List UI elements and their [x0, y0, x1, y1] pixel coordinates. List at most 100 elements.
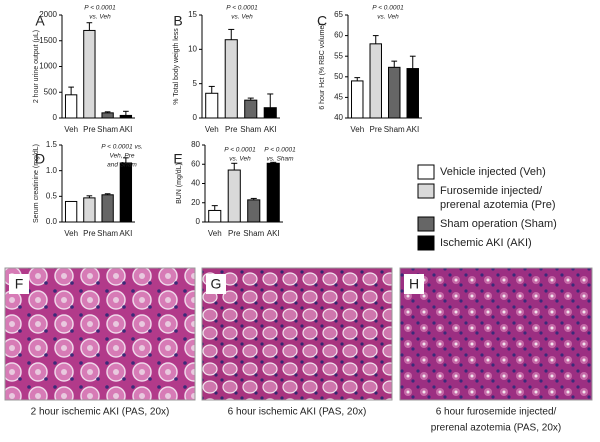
bar: [388, 66, 401, 119]
y-tick-label: 80: [191, 140, 200, 149]
x-tick-label: Pre: [83, 229, 96, 238]
bar: [64, 200, 78, 223]
panel-letter: G: [211, 276, 222, 292]
x-tick-label: Sham: [384, 125, 405, 134]
x-tick-label: Pre: [370, 125, 383, 134]
legend-swatch: [417, 164, 435, 180]
y-tick-label: 2000: [39, 10, 57, 19]
legend-label: Ischemic AKI (AKI): [440, 237, 532, 249]
y-tick-label: 20: [191, 198, 200, 207]
x-tick-label: Veh: [64, 229, 78, 238]
y-tick-label: 40: [191, 179, 200, 188]
bar: [244, 99, 258, 119]
bar: [83, 29, 96, 119]
x-tick-label: Sham: [97, 125, 118, 134]
y-tick-label: 40: [334, 113, 343, 122]
bar: [119, 162, 133, 223]
bar: [119, 114, 133, 119]
annotation: vs. Veh: [229, 156, 251, 163]
legend-swatch: [417, 216, 435, 232]
y-tick-label: 500: [44, 87, 58, 96]
caption: 2 hour ischemic AKI (PAS, 20x): [31, 407, 170, 418]
panel-letter: A: [35, 13, 45, 29]
x-tick-label: Veh: [205, 125, 219, 134]
caption: 6 hour furosemide injected/: [436, 407, 557, 418]
annotation: P < 0.0001: [84, 5, 116, 12]
y-axis-label: 2 hour urine output (μL): [33, 30, 40, 103]
annotation: vs. Veh: [89, 14, 111, 21]
annotation: P < 0.0001: [226, 5, 258, 12]
bar: [101, 194, 114, 223]
y-tick-label: 10: [188, 44, 197, 53]
x-tick-label: AKI: [406, 125, 419, 134]
y-axis-label: BUN (mg/dL): [176, 163, 183, 204]
x-tick-label: AKI: [267, 229, 280, 238]
panel-letter: H: [409, 276, 419, 292]
bar: [64, 94, 78, 119]
bar: [227, 169, 241, 223]
bar: [263, 107, 277, 119]
legend-label: Sham operation (Sham): [440, 218, 557, 230]
x-tick-label: Sham: [97, 229, 118, 238]
y-axis-label: % Total body weigth less: [173, 28, 180, 105]
y-tick-label: 60: [334, 31, 343, 40]
annotation: P < 0.0001 vs.: [101, 144, 143, 151]
y-tick-label: 0: [193, 113, 198, 122]
bar: [83, 197, 96, 223]
bar: [205, 92, 219, 119]
x-tick-label: Sham: [243, 229, 264, 238]
histology-image: [4, 267, 196, 401]
y-tick-label: 1500: [39, 36, 57, 45]
panel-letter: B: [173, 13, 182, 29]
x-tick-label: Sham: [240, 125, 261, 134]
histology-image: [399, 267, 593, 401]
y-tick-label: 50: [334, 72, 343, 81]
x-tick-label: Veh: [208, 229, 222, 238]
y-tick-label: 45: [334, 93, 343, 102]
legend-label: prerenal azotemia (Pre): [440, 199, 556, 211]
x-tick-label: Veh: [350, 125, 364, 134]
x-tick-label: AKI: [119, 125, 132, 134]
x-tick-label: Pre: [83, 125, 96, 134]
annotation: vs. Veh: [231, 14, 253, 21]
bar: [247, 199, 261, 223]
bar: [266, 162, 280, 223]
legend-swatch: [417, 183, 435, 199]
x-tick-label: AKI: [264, 125, 277, 134]
panel-letter: E: [173, 151, 182, 167]
panel-letter: C: [317, 13, 327, 29]
bar: [369, 43, 382, 119]
annotation: P < 0.0001: [264, 147, 296, 154]
y-axis-label: Serum creatinine (mg/dL): [33, 144, 40, 223]
annotation: P < 0.0001: [224, 147, 256, 154]
bar: [406, 68, 419, 119]
y-tick-label: 5: [193, 79, 198, 88]
y-tick-label: 1.0: [46, 166, 58, 175]
caption: 6 hour ischemic AKI (PAS, 20x): [228, 407, 367, 418]
y-tick-label: 60: [191, 159, 200, 168]
panel-letter-box: [404, 274, 424, 294]
y-tick-label: 15: [188, 10, 197, 19]
legend-label: Vehicle injected (Veh): [440, 166, 546, 178]
annotation: P < 0.0001: [372, 5, 404, 12]
y-tick-label: 1.5: [46, 140, 58, 149]
annotation: Veh, Pre: [109, 153, 134, 160]
annotation: and Sham: [107, 162, 137, 169]
y-tick-label: 0.0: [46, 217, 58, 226]
y-axis-label: 6 hour Hct (% RBC volume): [319, 23, 326, 109]
y-tick-label: 0: [196, 217, 201, 226]
y-tick-label: 0: [53, 113, 58, 122]
y-tick-label: 1000: [39, 62, 57, 71]
legend-swatch: [417, 235, 435, 251]
annotation: vs. Veh: [377, 14, 399, 21]
histology-image: [201, 267, 393, 401]
caption: prerenal azotemia (PAS, 20x): [431, 423, 561, 434]
y-tick-label: 65: [334, 10, 343, 19]
legend-label: Furosemide injected/: [440, 185, 543, 197]
panel-letter: D: [35, 151, 45, 167]
x-tick-label: Veh: [64, 125, 78, 134]
bar: [351, 80, 364, 119]
annotation: vs. Sham: [266, 156, 294, 163]
x-tick-label: Pre: [228, 229, 241, 238]
